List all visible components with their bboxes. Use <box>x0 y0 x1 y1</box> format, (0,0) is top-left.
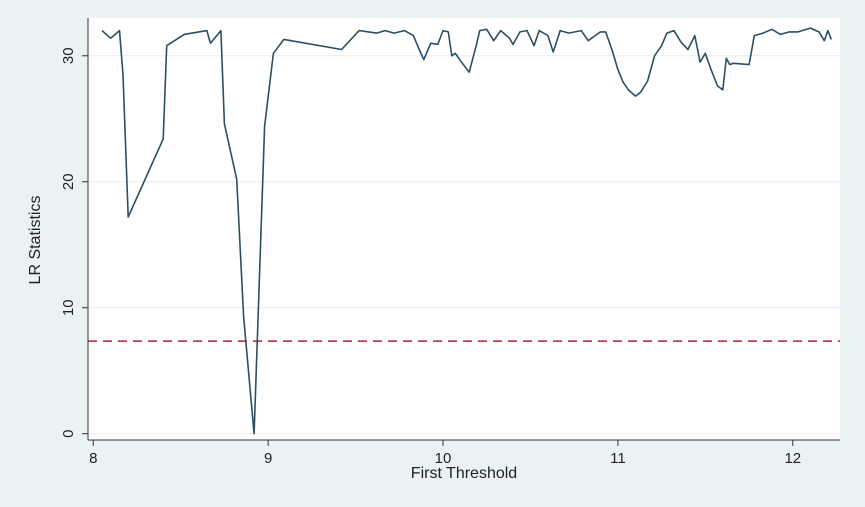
y-tick-label-10: 10 <box>60 299 77 316</box>
y-tick-label-20: 20 <box>60 173 77 190</box>
x-axis-title: First Threshold <box>411 465 517 482</box>
axes <box>87 18 840 441</box>
y-axis-title: LR Statistics <box>27 196 44 285</box>
x-tick-label-8: 8 <box>89 450 97 467</box>
x-tick-label-9: 9 <box>264 450 272 467</box>
y-ticks: 0 10 20 30 <box>60 47 88 438</box>
x-tick-label-12: 12 <box>784 450 801 467</box>
grid-lines <box>88 55 840 435</box>
x-tick-label-10: 10 <box>435 450 452 467</box>
x-ticks: 8 9 10 11 12 <box>89 440 801 467</box>
y-tick-label-0: 0 <box>60 430 77 438</box>
series-line <box>101 27 833 435</box>
x-tick-label-11: 11 <box>610 450 626 467</box>
plot-area <box>88 18 840 440</box>
y-tick-label-30: 30 <box>60 47 77 64</box>
